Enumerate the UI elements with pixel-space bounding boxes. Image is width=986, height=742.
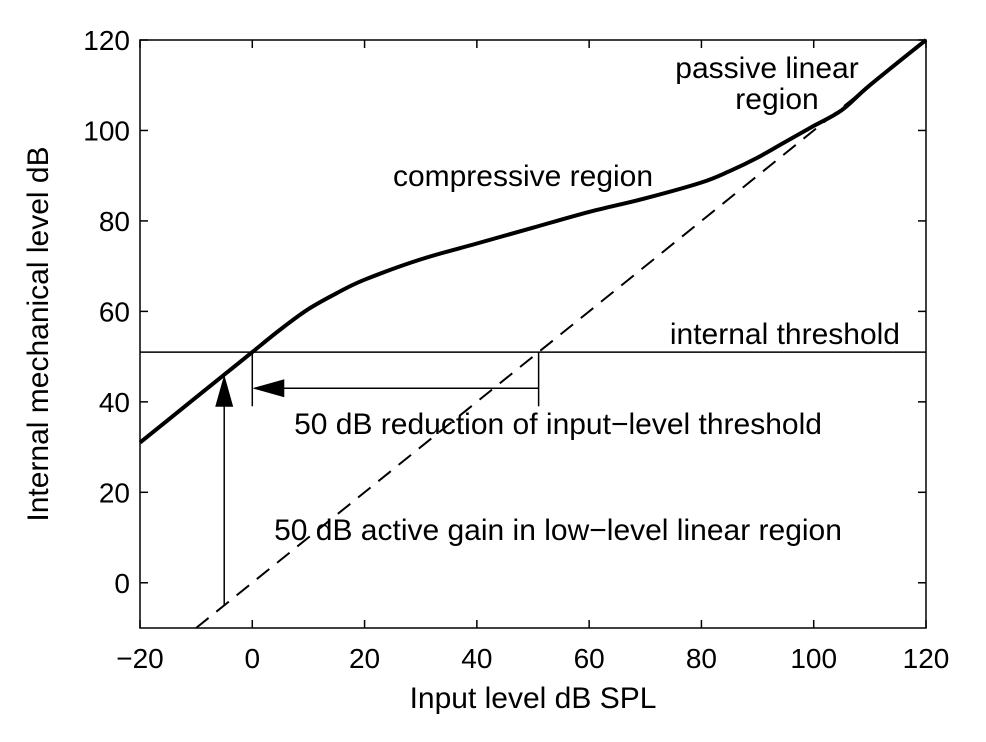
- y-tick-label: 0: [114, 568, 130, 599]
- passive-region-label-line2: region: [735, 83, 818, 116]
- active-gain-label: 50 dB active gain in low−level linear re…: [274, 514, 842, 547]
- y-tick-label: 60: [99, 296, 130, 327]
- compressive-region-label: compressive region: [393, 160, 653, 193]
- y-tick-label: 80: [99, 206, 130, 237]
- y-tick-label: 20: [99, 477, 130, 508]
- series-group: [138, 38, 928, 629]
- reduction-arrow-head: [252, 379, 285, 398]
- x-tick-label: 120: [903, 643, 950, 674]
- y-axis-label: Internal mechanical level dB: [22, 146, 55, 521]
- x-tick-label: 100: [790, 643, 837, 674]
- x-tick-label: 0: [244, 643, 260, 674]
- x-tick-label: 60: [574, 643, 605, 674]
- plot-frame: [139, 39, 927, 629]
- active-gain-arrow-head: [215, 374, 234, 407]
- y-tick-label: 120: [83, 25, 130, 56]
- y-tick-label: 100: [83, 115, 130, 146]
- reduction-label: 50 dB reduction of input−level threshold: [294, 408, 822, 441]
- x-tick-label: −20: [116, 643, 164, 674]
- ticks: −20 0 20 40 60 80 100 120 0 20 40 60 80 100 120: [83, 25, 949, 674]
- x-tick-label: 20: [349, 643, 380, 674]
- x-axis-label: Input level dB SPL: [410, 682, 657, 715]
- passive-region-label-line1: passive linear: [675, 52, 858, 85]
- io-function-curve: [138, 38, 928, 445]
- x-tick-label: 40: [461, 643, 492, 674]
- annotations: [215, 352, 540, 606]
- y-tick-label: 40: [99, 387, 130, 418]
- x-tick-label: 80: [686, 643, 717, 674]
- linear-reference-dashed-line: [195, 39, 927, 629]
- internal-threshold-label: internal threshold: [670, 318, 900, 351]
